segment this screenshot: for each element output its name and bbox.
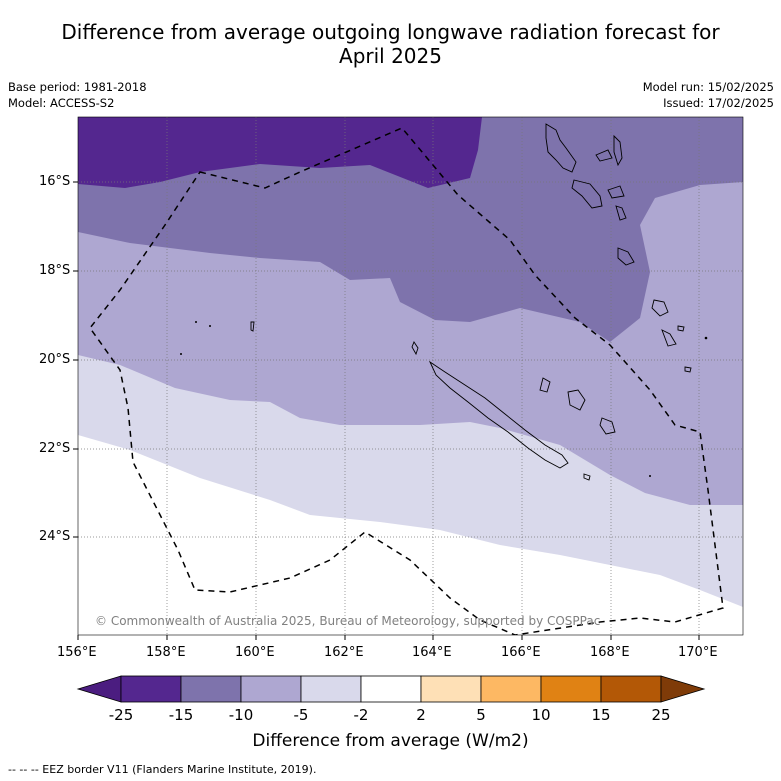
map-title-line2: April 2025 [339, 44, 442, 68]
lon-label: 164°E [412, 645, 452, 660]
colorbar-segment [360, 675, 422, 703]
copyright-watermark: © Commonwealth of Australia 2025, Bureau… [95, 614, 601, 628]
lon-label: 166°E [501, 645, 541, 660]
colorbar-segment [180, 675, 242, 703]
lat-label: 22°S [39, 441, 71, 456]
eez-footnote: -- -- -- EEZ border V11 (Flanders Marine… [8, 763, 317, 776]
issued-text: Issued: 17/02/2025 [663, 96, 774, 110]
colorbar-tick-label: 2 [416, 706, 426, 724]
colorbar-tick-label: 10 [531, 706, 551, 724]
colorbar-extend-low [76, 675, 122, 703]
colorbar-segment [300, 675, 362, 703]
colorbar-segment [540, 675, 602, 703]
lon-label: 160°E [235, 645, 275, 660]
colorbar-title: Difference from average (W/m2) [252, 731, 529, 751]
colorbar-segment [480, 675, 542, 703]
lon-label: 156°E [57, 645, 97, 660]
lat-label: 16°S [39, 174, 71, 189]
model-text: Model: ACCESS-S2 [8, 96, 115, 110]
lon-label: 162°E [324, 645, 364, 660]
lon-label: 158°E [146, 645, 186, 660]
colorbar-tick-label: 25 [651, 706, 671, 724]
lat-label: 18°S [39, 263, 71, 278]
small-islets [180, 321, 708, 477]
colorbar-extend-high [660, 675, 706, 703]
model-run-text: Model run: 15/02/2025 [642, 80, 774, 94]
colorbar-segment [120, 675, 182, 703]
colorbar [76, 675, 706, 703]
coastlines [250, 123, 692, 481]
anomaly-band-dark [78, 117, 482, 188]
lon-label: 170°E [678, 645, 718, 660]
map-frame [77, 116, 744, 636]
colorbar-segment [240, 675, 302, 703]
colorbar-tick-label: -2 [353, 706, 369, 724]
colorbar-segment [420, 675, 482, 703]
colorbar-tick-label: 5 [476, 706, 486, 724]
colorbar-tick-label: 15 [591, 706, 611, 724]
eez-border [89, 127, 724, 635]
colorbar-tick-label: -10 [228, 706, 254, 724]
axis-ticks [73, 181, 700, 640]
colorbar-tick-label: -15 [168, 706, 194, 724]
lat-label: 24°S [39, 529, 71, 544]
colorbar-tick-label: -5 [293, 706, 309, 724]
map-title-line1: Difference from average outgoing longwav… [61, 20, 720, 44]
colorbar-tick-label: -25 [108, 706, 134, 724]
lon-label: 168°E [590, 645, 630, 660]
gridlines [78, 117, 743, 635]
anomaly-band-mid [78, 117, 743, 342]
map-area [78, 117, 743, 635]
lat-label: 20°S [39, 352, 71, 367]
new-caledonia-island [428, 360, 569, 469]
colorbar-segment [600, 675, 662, 703]
base-period-text: Base period: 1981-2018 [8, 80, 147, 94]
